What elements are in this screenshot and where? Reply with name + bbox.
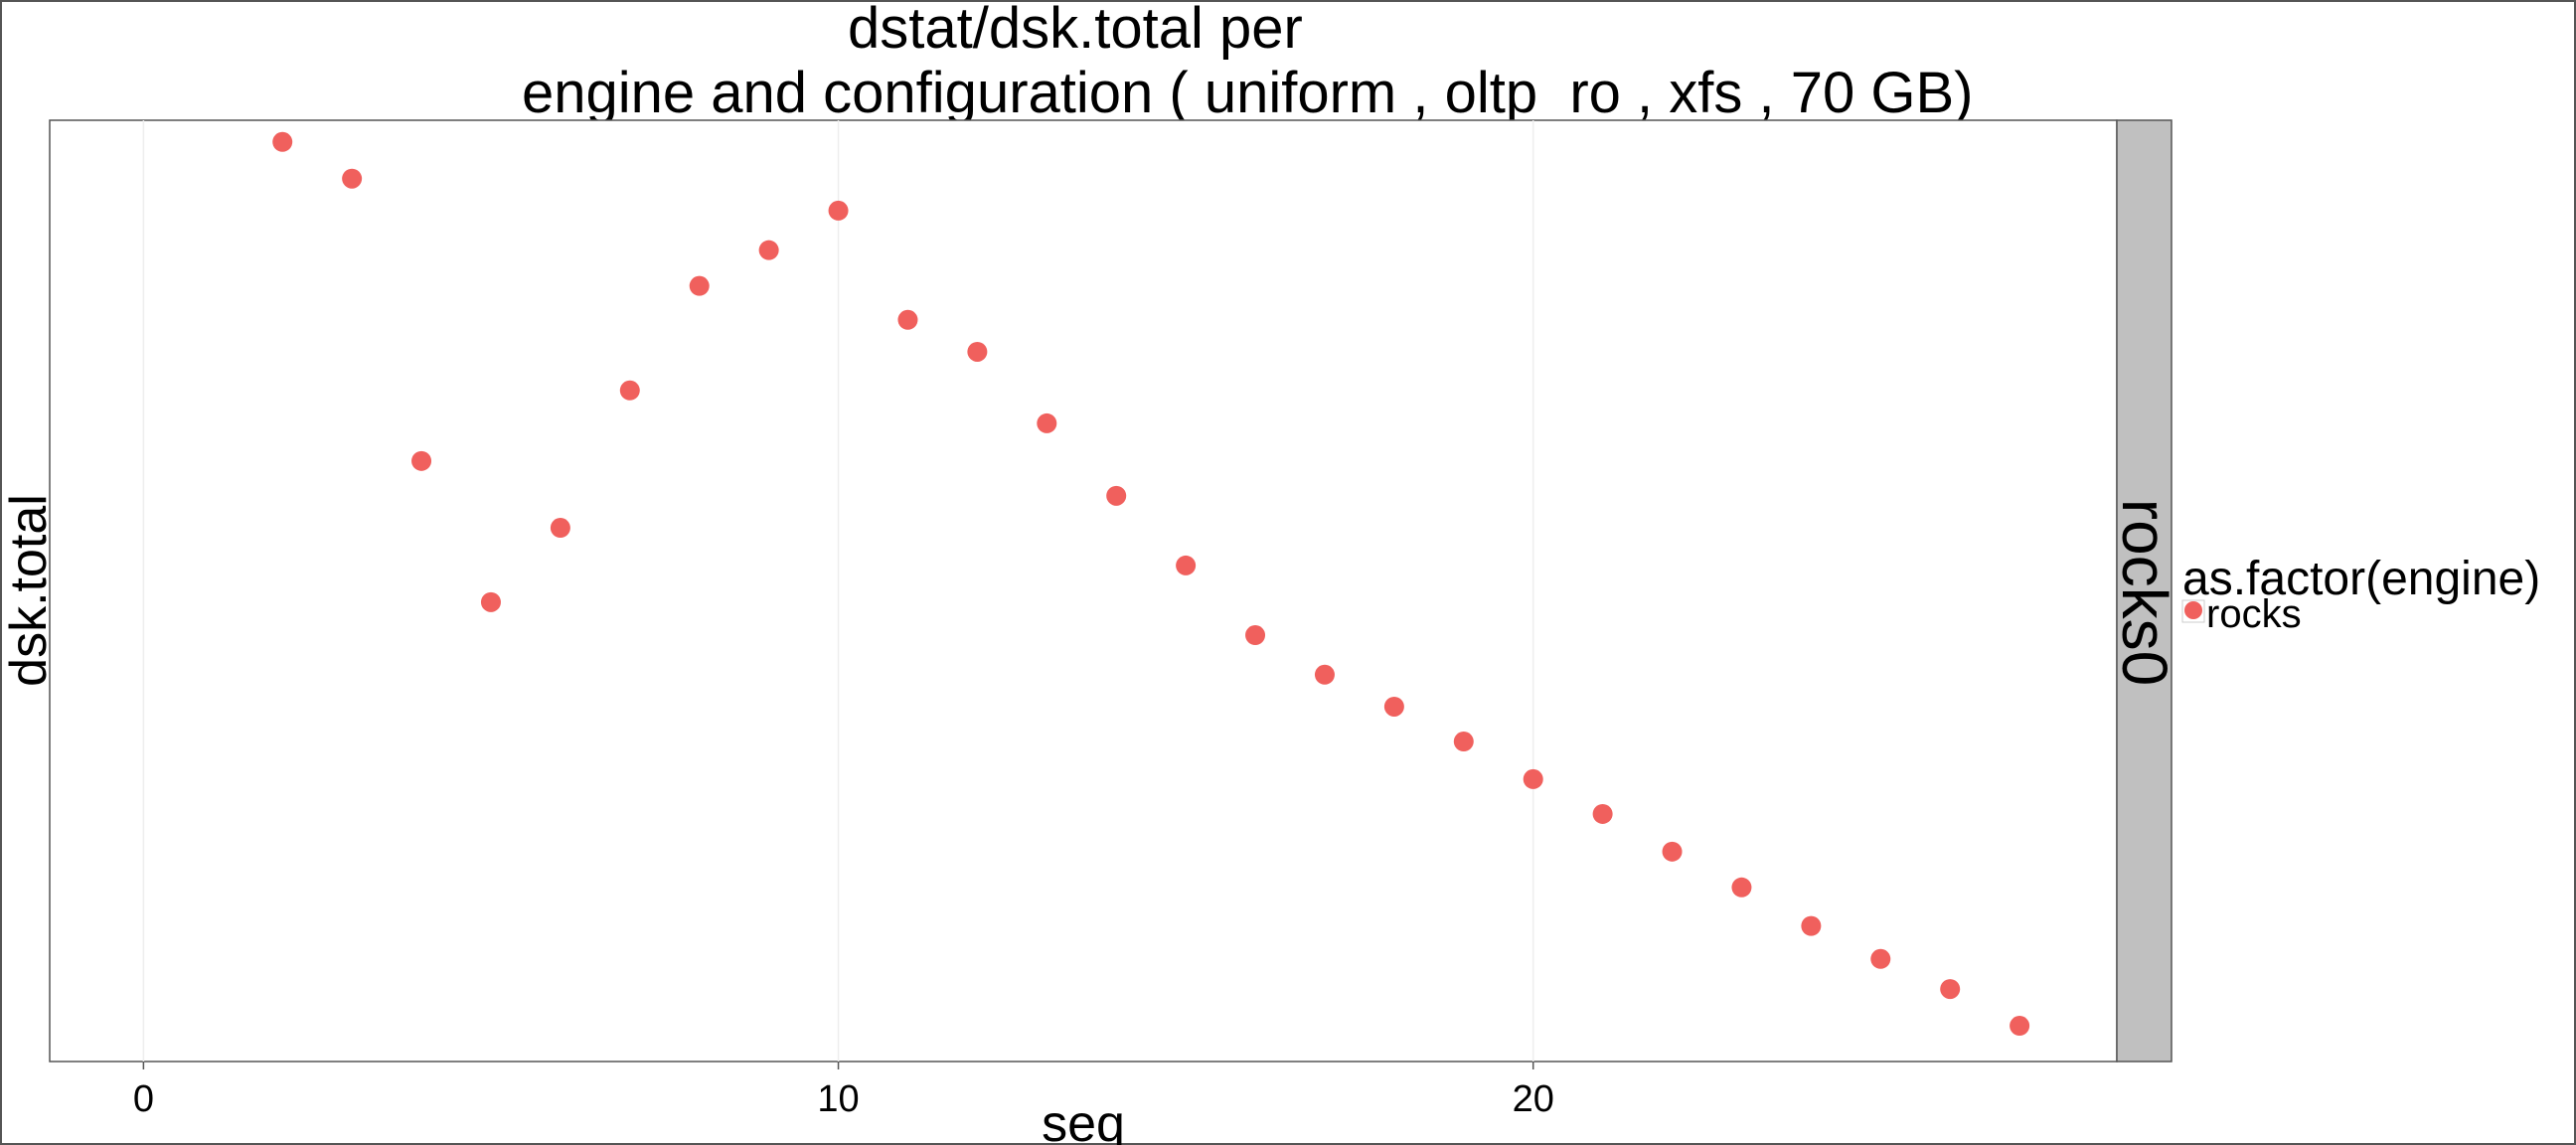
chart-title-line1: dstat/dsk.total per <box>848 0 1303 61</box>
legend-key-dot <box>2184 601 2202 619</box>
data-point <box>967 341 988 362</box>
data-point <box>550 518 570 539</box>
data-point <box>1592 803 1613 824</box>
data-point <box>1662 841 1683 862</box>
data-point <box>1870 948 1891 969</box>
chart-title-line2: engine and configuration ( uniform , olt… <box>522 61 1973 125</box>
data-point <box>1245 625 1266 646</box>
data-point <box>1801 915 1822 936</box>
x-tick-layer: 0 10 20 <box>133 1062 1554 1120</box>
data-point <box>1037 412 1057 433</box>
x-tick-label-0: 0 <box>133 1078 154 1120</box>
data-point <box>828 200 849 221</box>
data-point <box>1523 768 1543 789</box>
data-point <box>480 591 501 612</box>
data-point <box>2010 1016 2030 1037</box>
x-tick-label-10: 10 <box>817 1078 859 1120</box>
facet-strip <box>2116 119 2173 1063</box>
data-point <box>342 168 363 189</box>
facet-strip-label: rocks0 <box>2109 499 2180 687</box>
x-axis-label: seq <box>1042 1095 1125 1145</box>
data-point <box>1314 664 1335 685</box>
data-point <box>1106 485 1127 506</box>
data-point <box>1940 979 1961 1000</box>
data-point <box>689 275 710 296</box>
data-point <box>758 240 779 260</box>
data-point <box>1731 877 1752 898</box>
data-point <box>619 380 640 401</box>
data-point <box>411 450 432 471</box>
points-layer <box>272 131 2030 1037</box>
data-point <box>1453 732 1474 752</box>
legend-label-rocks: rocks <box>2206 592 2302 636</box>
data-point <box>897 309 918 330</box>
data-point <box>272 131 293 152</box>
plot-panel <box>49 119 2118 1063</box>
y-axis-label: dsk.total <box>0 494 58 687</box>
grid-layer <box>142 120 1534 1062</box>
x-tick-label-20: 20 <box>1513 1078 1554 1120</box>
legend-title: as.factor(engine) <box>2182 553 2540 605</box>
data-point <box>1176 555 1197 575</box>
data-point <box>1383 696 1404 717</box>
